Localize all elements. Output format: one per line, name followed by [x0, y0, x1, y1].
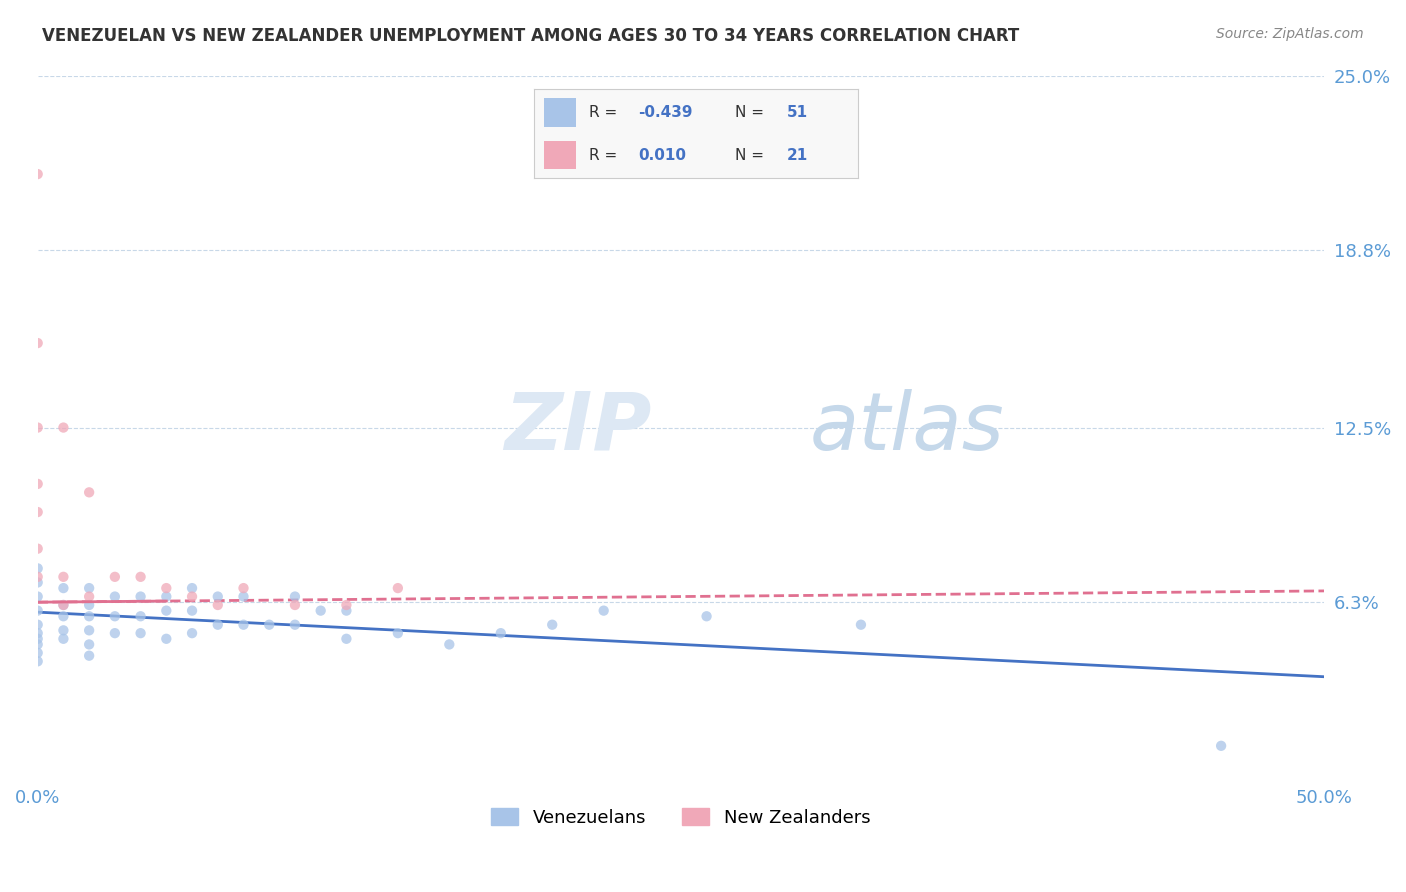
Point [284, 598, 307, 612]
Text: atlas: atlas [810, 389, 1004, 467]
Point [52, 632, 75, 646]
Text: N =: N = [735, 105, 763, 120]
Point [104, 590, 127, 604]
Point [27, 654, 49, 668]
Point [439, 637, 461, 651]
Text: VENEZUELAN VS NEW ZEALANDER UNEMPLOYMENT AMONG AGES 30 TO 34 YEARS CORRELATION C: VENEZUELAN VS NEW ZEALANDER UNEMPLOYMENT… [42, 27, 1019, 45]
Point [232, 581, 254, 595]
Text: 51: 51 [786, 105, 807, 120]
Point [27, 420, 49, 434]
Point [27, 541, 49, 556]
Point [52, 624, 75, 638]
Point [104, 570, 127, 584]
Point [27, 505, 49, 519]
Point [27, 561, 49, 575]
Point [232, 617, 254, 632]
Point [387, 581, 409, 595]
Point [129, 626, 152, 640]
Point [27, 590, 49, 604]
Point [181, 626, 204, 640]
Point [27, 626, 49, 640]
Point [27, 575, 49, 590]
Point [77, 624, 100, 638]
Point [155, 581, 177, 595]
Point [77, 581, 100, 595]
Point [52, 598, 75, 612]
Point [27, 604, 49, 618]
Text: R =: R = [589, 105, 617, 120]
Point [52, 420, 75, 434]
Point [27, 570, 49, 584]
Point [77, 598, 100, 612]
Point [284, 617, 307, 632]
Point [27, 167, 49, 181]
Point [129, 570, 152, 584]
FancyBboxPatch shape [544, 98, 576, 127]
Point [77, 637, 100, 651]
Point [207, 598, 229, 612]
Point [27, 632, 49, 646]
Point [155, 604, 177, 618]
Point [77, 485, 100, 500]
Point [335, 604, 357, 618]
Point [52, 570, 75, 584]
Point [309, 604, 332, 618]
Point [129, 590, 152, 604]
Point [335, 632, 357, 646]
Text: ZIP: ZIP [505, 389, 651, 467]
Point [335, 598, 357, 612]
Point [387, 626, 409, 640]
Point [207, 590, 229, 604]
Legend: Venezuelans, New Zealanders: Venezuelans, New Zealanders [484, 801, 877, 834]
Point [1211, 739, 1233, 753]
Point [257, 617, 280, 632]
Text: 21: 21 [786, 148, 808, 162]
Text: -0.439: -0.439 [638, 105, 692, 120]
Point [77, 609, 100, 624]
Point [27, 617, 49, 632]
Point [155, 590, 177, 604]
FancyBboxPatch shape [544, 141, 576, 169]
Point [181, 604, 204, 618]
Point [77, 590, 100, 604]
Point [207, 617, 229, 632]
Text: R =: R = [589, 148, 617, 162]
Point [104, 626, 127, 640]
Text: 0.010: 0.010 [638, 148, 686, 162]
Point [52, 598, 75, 612]
Point [77, 648, 100, 663]
Point [129, 609, 152, 624]
Point [489, 626, 512, 640]
Point [104, 609, 127, 624]
Point [27, 336, 49, 351]
Point [27, 637, 49, 651]
Point [696, 609, 718, 624]
Point [232, 590, 254, 604]
Point [27, 646, 49, 660]
Point [541, 617, 564, 632]
Point [181, 590, 204, 604]
Point [849, 617, 872, 632]
Point [284, 590, 307, 604]
Point [52, 609, 75, 624]
Point [52, 581, 75, 595]
Point [155, 632, 177, 646]
Text: N =: N = [735, 148, 763, 162]
Text: Source: ZipAtlas.com: Source: ZipAtlas.com [1216, 27, 1364, 41]
Point [181, 581, 204, 595]
Point [27, 476, 49, 491]
Point [592, 604, 614, 618]
